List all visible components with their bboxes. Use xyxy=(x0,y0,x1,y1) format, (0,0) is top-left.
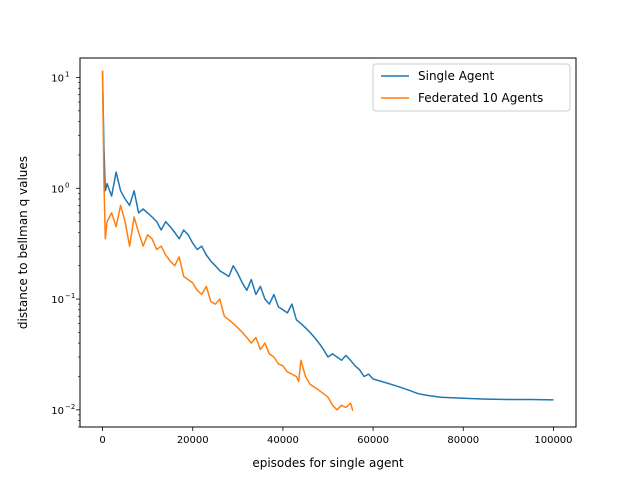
x-tick-label: 80000 xyxy=(447,435,479,446)
x-tick-label: 0 xyxy=(99,435,105,446)
series-layer xyxy=(101,70,554,412)
series-line-federated-10-agents xyxy=(101,70,354,412)
y-tick-label: 10 xyxy=(51,406,64,417)
y-tick-exponent: −2 xyxy=(65,403,75,411)
y-tick-label: 10 xyxy=(51,74,64,85)
legend-box xyxy=(372,63,571,112)
x-tick-label: 20000 xyxy=(177,435,209,446)
x-axis-label: episodes for single agent xyxy=(252,456,404,470)
axes-frame xyxy=(79,57,577,428)
plot-area xyxy=(79,57,577,428)
x-axis: 0 20000 40000 60000 80000 100000 xyxy=(99,427,573,446)
y-axis-label: distance to bellman q values xyxy=(16,156,30,329)
x-tick-label: 60000 xyxy=(357,435,389,446)
x-tick-label: 100000 xyxy=(534,435,572,446)
x-tick-label: 40000 xyxy=(267,435,299,446)
legend: Single Agent Federated 10 Agents xyxy=(372,63,571,112)
y-tick-exponent: 0 xyxy=(65,181,69,189)
y-tick-label: 10 xyxy=(51,295,64,306)
legend-label-single-agent: Single Agent xyxy=(418,69,495,83)
y-tick-label: 10 xyxy=(51,184,64,195)
legend-label-federated: Federated 10 Agents xyxy=(418,91,543,105)
series-line-single-agent xyxy=(101,70,554,401)
y-tick-exponent: 1 xyxy=(65,71,69,79)
y-tick-exponent: −1 xyxy=(65,292,75,300)
